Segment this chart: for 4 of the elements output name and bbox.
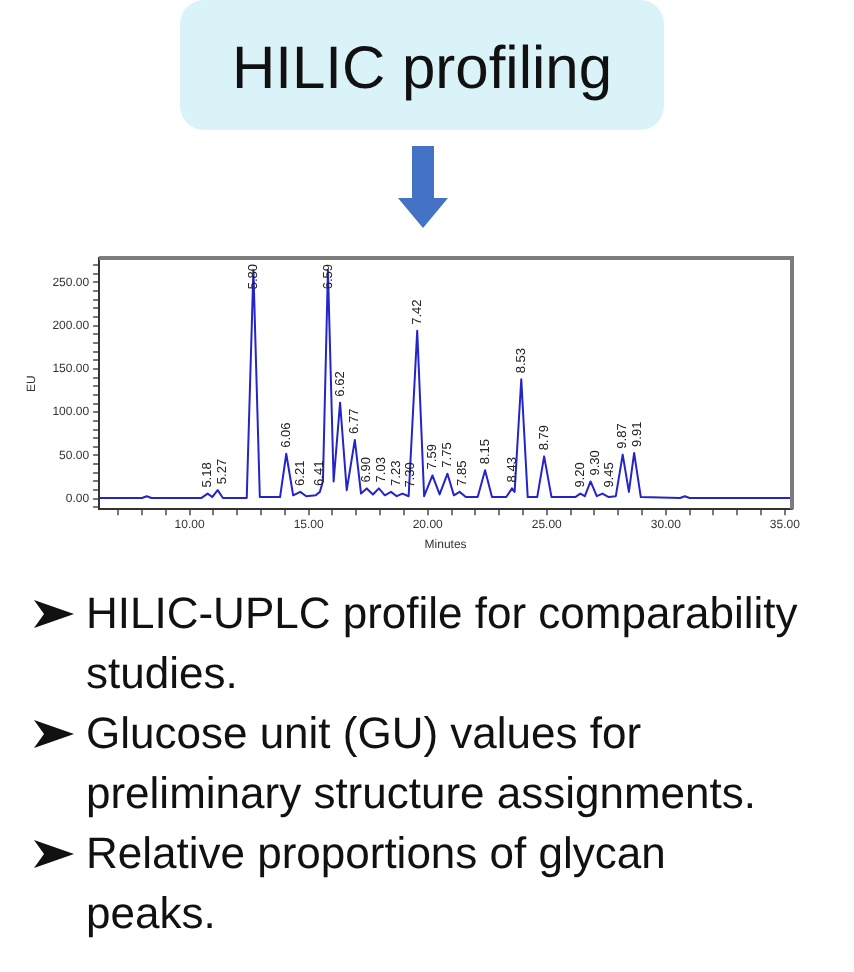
text: Glucose unit (GU) values for preliminary structure assignments. — [86, 708, 757, 818]
text: HILIC-UPLC profile for comparability studies. — [86, 588, 798, 698]
text: Relative proportions of glycan peaks. — [86, 828, 666, 938]
chart-title: HILIC profiling — [231, 36, 613, 104]
